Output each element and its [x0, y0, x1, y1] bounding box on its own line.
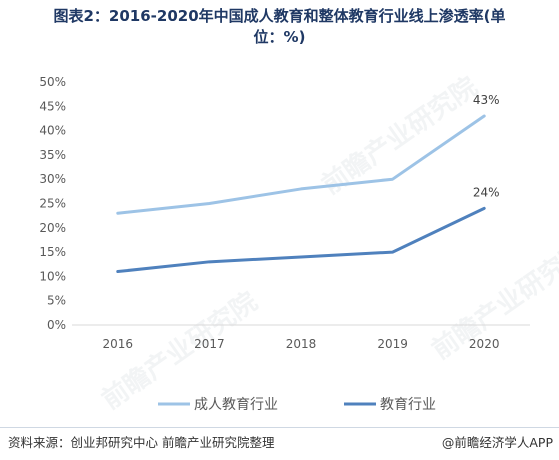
source-text: 资料来源：创业邦研究中心 前瞻产业研究院整理	[8, 435, 275, 450]
data-label: 24%	[473, 185, 500, 199]
brand-text: @前瞻经济学人APP	[441, 435, 553, 450]
legend-label: 成人教育行业	[194, 397, 278, 413]
y-tick-label: 40%	[39, 124, 66, 138]
chart-title: 图表2：2016-2020年中国成人教育和整体教育行业线上渗透率(单 位：%)	[0, 6, 559, 48]
x-tick-label: 2017	[194, 337, 225, 351]
series-line	[116, 206, 486, 274]
y-tick-label: 45%	[39, 99, 66, 113]
x-axis: 2016 2017 2018 2019 2020	[103, 337, 500, 351]
x-tick-label: 2019	[377, 337, 408, 351]
series-line	[116, 114, 486, 215]
x-tick-label: 2016	[103, 337, 134, 351]
data-label: 43%	[473, 93, 500, 107]
y-tick-label: 5%	[47, 294, 66, 308]
x-tick-label: 2020	[469, 337, 500, 351]
data-labels: 43% 24%	[473, 93, 500, 199]
y-tick-label: 10%	[39, 269, 66, 283]
series-group	[116, 114, 486, 274]
y-tick-label: 25%	[39, 197, 66, 211]
chart-title-line1: 图表2：2016-2020年中国成人教育和整体教育行业线上渗透率(单	[53, 7, 506, 25]
y-tick-label: 50%	[39, 75, 66, 89]
y-tick-label: 15%	[39, 245, 66, 259]
footer: 资料来源：创业邦研究中心 前瞻产业研究院整理 @前瞻经济学人APP	[0, 427, 559, 460]
y-axis: 0% 5% 10% 15% 20% 25% 30% 35% 40% 45% 50%	[39, 75, 66, 332]
legend: 成人教育行业 教育行业	[158, 397, 436, 413]
chart-title-line2: 位：%)	[253, 28, 306, 46]
y-tick-label: 30%	[39, 172, 66, 186]
x-tick-label: 2018	[286, 337, 317, 351]
y-tick-label: 0%	[47, 318, 66, 332]
y-tick-label: 20%	[39, 221, 66, 235]
legend-label: 教育行业	[380, 397, 436, 413]
y-tick-label: 35%	[39, 148, 66, 162]
